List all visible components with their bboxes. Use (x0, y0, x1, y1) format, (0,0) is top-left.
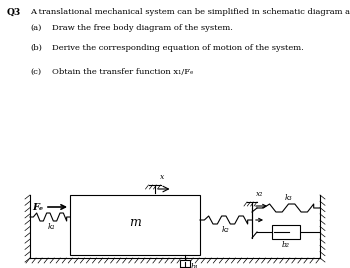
Text: Fₑ: Fₑ (32, 203, 43, 211)
Text: Draw the free body diagram of the system.: Draw the free body diagram of the system… (52, 24, 233, 32)
Text: m: m (129, 217, 141, 229)
Text: Derive the corresponding equation of motion of the system.: Derive the corresponding equation of mot… (52, 44, 304, 52)
Text: k₁: k₁ (48, 223, 56, 231)
Text: k₃: k₃ (285, 194, 292, 202)
Text: (b): (b) (30, 44, 42, 52)
Text: x₂: x₂ (256, 190, 264, 198)
Text: k₂: k₂ (222, 226, 230, 234)
Text: (c): (c) (30, 68, 41, 76)
Text: x: x (160, 173, 164, 181)
Text: Q3: Q3 (7, 8, 21, 17)
Bar (70, 195, 200, 255)
Bar (272, 225, 300, 239)
Bar (70, 241, 200, 255)
Bar (180, 260, 190, 268)
Text: b₁: b₁ (191, 263, 199, 268)
Text: (a): (a) (30, 24, 41, 32)
Text: Obtain the transfer function x₁/Fₑ: Obtain the transfer function x₁/Fₑ (52, 68, 193, 76)
Text: b₂: b₂ (282, 241, 290, 249)
Text: A translational mechanical system can be simplified in schematic diagram as in: A translational mechanical system can be… (30, 8, 350, 16)
